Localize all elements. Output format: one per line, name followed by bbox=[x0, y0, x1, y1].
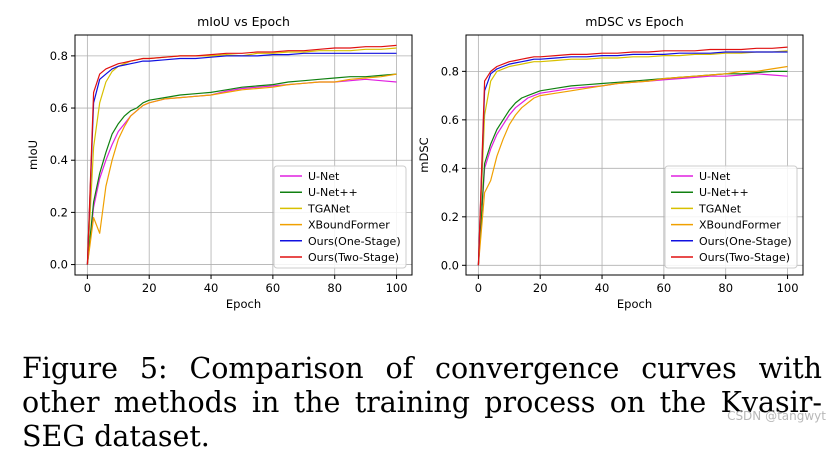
miou-ylabel: mIoU bbox=[26, 140, 40, 170]
miou-legend-label-0: U-Net bbox=[308, 170, 340, 183]
mdsc-title: mDSC vs Epoch bbox=[585, 14, 684, 29]
mdsc-legend-label-0: U-Net bbox=[699, 170, 731, 183]
miou-xtick-label-40: 40 bbox=[204, 281, 219, 295]
mdsc-legend-box bbox=[664, 165, 798, 269]
figure: 0 20 40 60 80 100 0.0 0.2 0.4 0.6 0.8 mIoU vs Epoch… bbox=[26, 14, 804, 311]
miou-xtick-label-0: 0 bbox=[84, 281, 91, 295]
miou-legend-label-5: Ours(Two-Stage) bbox=[308, 251, 399, 264]
mdsc-chart: 0 20 40 60 80 100 0.0 0.2 0.4 0.6 0.8 mDSC vs Epoch… bbox=[417, 14, 804, 311]
miou-ytick-label-1: 0.2 bbox=[50, 205, 68, 219]
mdsc-legend-label-3: XBoundFormer bbox=[699, 219, 781, 232]
miou-legend-box bbox=[273, 165, 407, 269]
mdsc-ytick-label-0: 0.0 bbox=[441, 258, 459, 272]
miou-legend: U-Net U-Net++ TGANet XBoundFormer Ours(One-S… bbox=[273, 165, 407, 269]
miou-title: mIoU vs Epoch bbox=[197, 14, 290, 29]
mdsc-ylabel: mDSC bbox=[417, 137, 431, 172]
mdsc-xtick-label-60: 60 bbox=[657, 281, 672, 295]
figure-caption: Figure 5: Comparison of convergence curv… bbox=[22, 352, 822, 453]
mdsc-series-4 bbox=[477, 51, 788, 266]
miou-axes-frame bbox=[74, 34, 413, 276]
miou-legend-label-1: U-Net++ bbox=[308, 186, 358, 199]
miou-xtick-label-100: 100 bbox=[386, 281, 408, 295]
miou-ytick-label-4: 0.8 bbox=[50, 49, 68, 63]
mdsc-xtick-label-80: 80 bbox=[718, 281, 733, 295]
miou-series-5 bbox=[86, 44, 397, 265]
mdsc-legend-label-1: U-Net++ bbox=[699, 186, 749, 199]
miou-ytick-label-0: 0.0 bbox=[50, 258, 68, 272]
miou-ytick-label-2: 0.4 bbox=[50, 153, 68, 167]
mdsc-axes-frame bbox=[465, 34, 804, 276]
mdsc-series-3 bbox=[477, 65, 788, 266]
watermark: CSDN @tangwyt bbox=[727, 409, 826, 423]
mdsc-xtick-label-40: 40 bbox=[595, 281, 610, 295]
mdsc-ytick-label-1: 0.2 bbox=[441, 210, 459, 224]
mdsc-ytick-label-3: 0.6 bbox=[441, 113, 459, 127]
mdsc-series-0 bbox=[477, 73, 788, 266]
mdsc-xtick-label-100: 100 bbox=[777, 281, 799, 295]
miou-legend-label-3: XBoundFormer bbox=[308, 219, 390, 232]
miou-legend-label-2: TGANet bbox=[307, 202, 351, 215]
miou-xtick-label-60: 60 bbox=[266, 281, 281, 295]
miou-xtick-label-20: 20 bbox=[142, 281, 157, 295]
mdsc-legend-label-4: Ours(One-Stage) bbox=[699, 235, 792, 248]
mdsc-ytick-label-4: 0.8 bbox=[441, 64, 459, 78]
mdsc-series-5 bbox=[477, 46, 788, 266]
miou-ytick-label-3: 0.6 bbox=[50, 101, 68, 115]
miou-xtick-label-80: 80 bbox=[327, 281, 342, 295]
miou-series-3 bbox=[86, 73, 397, 265]
mdsc-legend-label-2: TGANet bbox=[698, 202, 742, 215]
mdsc-xtick-label-20: 20 bbox=[533, 281, 548, 295]
miou-legend-label-4: Ours(One-Stage) bbox=[308, 235, 401, 248]
miou-series-1 bbox=[86, 73, 397, 265]
mdsc-ytick-label-2: 0.4 bbox=[441, 161, 459, 175]
mdsc-legend: U-Net U-Net++ TGANet XBoundFormer Ours(One-S… bbox=[664, 165, 798, 269]
mdsc-legend-label-5: Ours(Two-Stage) bbox=[699, 251, 790, 264]
mdsc-xtick-label-0: 0 bbox=[475, 281, 482, 295]
miou-chart: 0 20 40 60 80 100 0.0 0.2 0.4 0.6 0.8 mIoU vs Epoch… bbox=[26, 14, 413, 311]
miou-series-4 bbox=[86, 52, 397, 265]
mdsc-xlabel: Epoch bbox=[617, 297, 652, 311]
mdsc-series-2 bbox=[477, 50, 788, 266]
miou-xlabel: Epoch bbox=[226, 297, 261, 311]
